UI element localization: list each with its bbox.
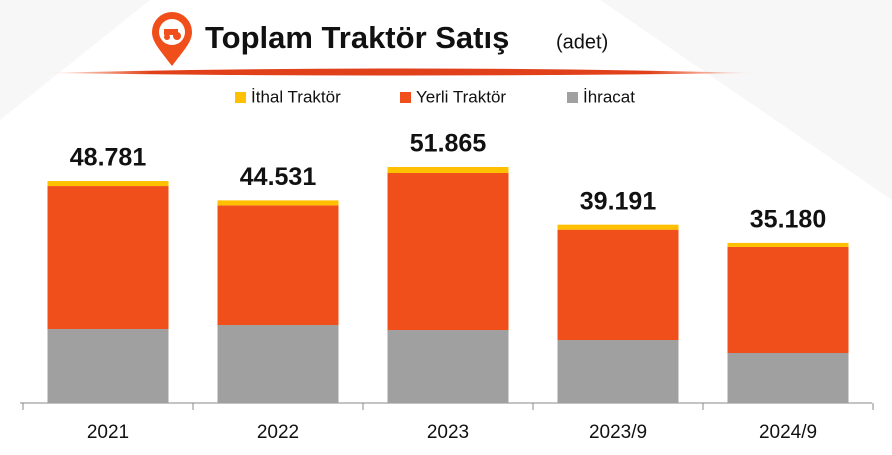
bar-segment — [727, 246, 849, 353]
legend-label: İthal Traktör — [251, 87, 341, 106]
bar-segment — [727, 242, 849, 247]
x-tick-label: 2021 — [87, 422, 129, 443]
title-icon — [152, 12, 192, 66]
bar-segment — [727, 352, 849, 403]
chart-subtitle: (adet) — [556, 31, 608, 53]
legend-label: Yerli Traktör — [416, 87, 506, 106]
legend-swatch — [235, 92, 246, 103]
bar-segment — [217, 205, 339, 326]
bar-segment — [217, 325, 339, 403]
decor — [600, 0, 892, 200]
bar-segment — [47, 186, 169, 330]
bar-segment — [557, 229, 679, 341]
bar-segment — [557, 224, 679, 230]
bar-segment — [47, 181, 169, 187]
bar-segment — [47, 329, 169, 403]
bar-segment — [387, 330, 509, 403]
total-label: 48.781 — [70, 144, 147, 172]
x-tick-label: 2024/9 — [759, 422, 817, 443]
decor — [0, 0, 150, 120]
bar-segment — [557, 340, 679, 403]
bar-segment — [217, 200, 339, 206]
x-tick-label: 2023 — [427, 422, 469, 443]
chart-title: Toplam Traktör Satış — [205, 20, 509, 55]
total-label: 35.180 — [750, 206, 826, 234]
legend-swatch — [400, 92, 411, 103]
total-label: 39.191 — [580, 187, 657, 215]
total-label: 44.531 — [240, 163, 317, 191]
title-underline — [45, 68, 755, 76]
bar-segment — [387, 173, 509, 331]
x-tick-label: 2023/9 — [589, 422, 647, 443]
legend-swatch — [567, 92, 578, 103]
x-tick-label: 2022 — [257, 422, 299, 443]
legend-label: İhracat — [583, 87, 635, 106]
bar-segment — [387, 167, 509, 174]
total-label: 51.865 — [410, 130, 487, 158]
